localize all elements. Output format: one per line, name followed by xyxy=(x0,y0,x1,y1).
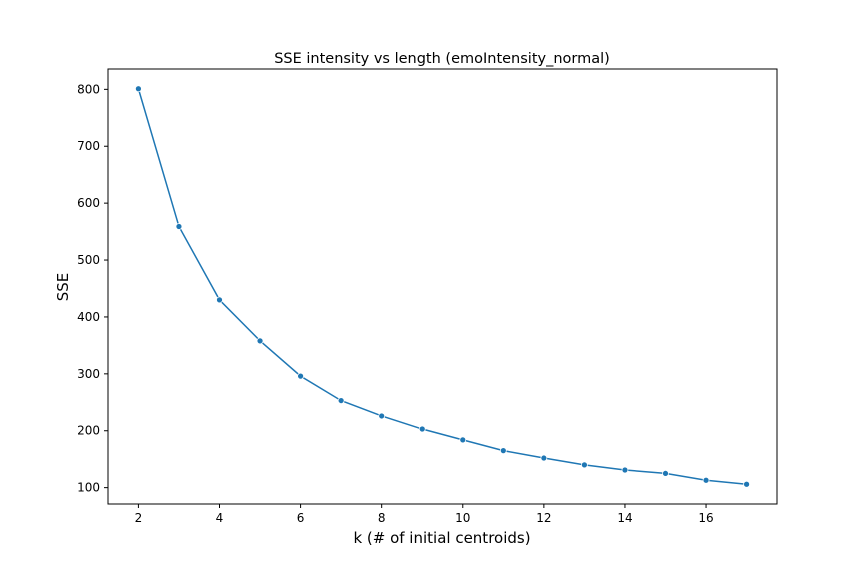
x-tick-label: 8 xyxy=(378,511,386,525)
data-point xyxy=(175,223,183,230)
data-point xyxy=(297,372,304,380)
y-tick-label: 700 xyxy=(77,139,100,153)
y-tick-label: 500 xyxy=(77,253,100,267)
y-axis: 100 200 300 400 500 600 700 800 xyxy=(77,82,108,495)
y-tick-label: 800 xyxy=(77,82,100,96)
x-tick-label: 10 xyxy=(455,511,470,525)
x-axis-title: k (# of initial centroids) xyxy=(353,529,530,547)
data-point xyxy=(499,447,507,455)
data-point xyxy=(337,397,345,404)
series-line xyxy=(137,88,747,485)
data-point xyxy=(459,436,467,444)
x-tick-label: 16 xyxy=(698,511,713,525)
x-tick-label: 14 xyxy=(617,511,632,525)
y-axis-title: SSE xyxy=(54,273,72,302)
plot-area xyxy=(135,85,750,488)
y-tick-label: 600 xyxy=(77,196,100,210)
chart-title: SSE intensity vs length (emoIntensity_no… xyxy=(274,51,610,67)
axes-frame xyxy=(107,68,778,505)
y-tick-label: 100 xyxy=(77,481,100,495)
y-tick-label: 400 xyxy=(77,310,100,324)
data-point xyxy=(216,296,223,304)
y-tick-label: 200 xyxy=(77,424,100,438)
x-tick-label: 4 xyxy=(216,511,224,525)
x-tick-label: 6 xyxy=(297,511,305,525)
data-point xyxy=(418,425,426,433)
data-point xyxy=(662,470,669,477)
data-point xyxy=(540,454,548,462)
data-point xyxy=(702,476,710,484)
y-tick-label: 300 xyxy=(77,367,100,381)
data-point xyxy=(256,337,264,345)
data-point xyxy=(135,85,142,93)
data-point xyxy=(378,412,386,420)
x-tick-label: 12 xyxy=(536,511,551,525)
data-point xyxy=(621,466,629,474)
x-tick-label: 2 xyxy=(135,511,143,525)
x-axis: 2 4 6 8 10 12 14 16 xyxy=(135,504,714,525)
data-point xyxy=(743,480,750,488)
data-point xyxy=(581,461,588,469)
